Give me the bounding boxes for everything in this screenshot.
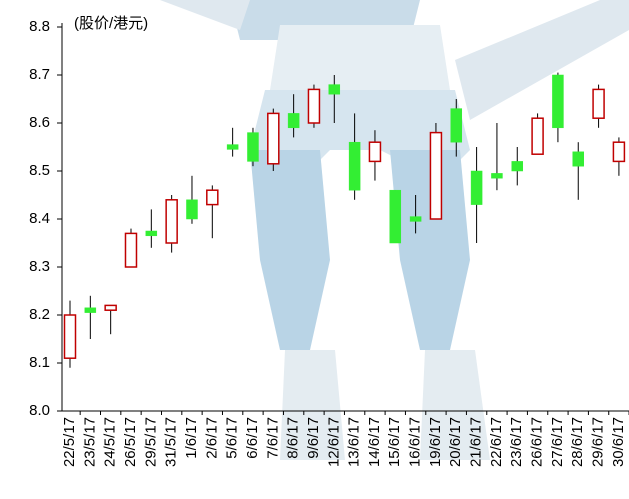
candle-body xyxy=(307,88,321,124)
candle-body xyxy=(511,161,524,172)
x-tick-label: 26/6/17 xyxy=(529,417,546,467)
candle-body xyxy=(267,112,280,165)
candle-body xyxy=(247,132,259,162)
x-tick-label: 9/6/17 xyxy=(305,417,322,459)
y-tick-label: 8.8 xyxy=(29,18,50,35)
x-tick-label: 15/6/17 xyxy=(386,417,403,467)
x-tick-label: 1/6/17 xyxy=(183,417,200,459)
x-tick-label: 7/6/17 xyxy=(264,417,281,459)
x-tick-label: 2/6/17 xyxy=(203,417,220,459)
candle-body xyxy=(389,189,402,244)
candle-body xyxy=(368,141,382,163)
x-tick-label: 13/6/17 xyxy=(346,417,363,467)
x-tick-label: 30/6/17 xyxy=(610,417,627,467)
candle-body xyxy=(409,216,422,222)
candle-body xyxy=(450,108,463,143)
candle-body xyxy=(470,170,483,205)
candle-body xyxy=(572,151,584,167)
x-tick-label: 12/6/17 xyxy=(325,417,342,467)
x-tick-label: 21/6/17 xyxy=(468,417,485,467)
candle-body xyxy=(206,189,219,206)
candle-body xyxy=(531,117,544,155)
y-tick-label: 8.3 xyxy=(29,258,50,275)
y-tick-label: 8.7 xyxy=(29,66,50,83)
candle-body xyxy=(287,113,300,129)
candle-body xyxy=(552,74,564,129)
x-tick-label: 26/5/17 xyxy=(122,417,139,467)
x-tick-label: 19/6/17 xyxy=(427,417,444,467)
x-tick-label: 5/6/17 xyxy=(224,417,241,459)
candle-body xyxy=(491,173,503,179)
x-tick-label: 6/6/17 xyxy=(244,417,261,459)
x-tick-label: 24/5/17 xyxy=(102,417,119,467)
candle-body xyxy=(226,144,239,150)
x-tick-label: 23/5/17 xyxy=(81,417,98,467)
candle-body xyxy=(612,141,626,163)
x-tick-label: 16/6/17 xyxy=(407,417,424,467)
x-tick-label: 20/6/17 xyxy=(447,417,464,467)
candle-body xyxy=(124,232,138,268)
x-tick-label: 22/5/17 xyxy=(61,417,78,467)
candle-body xyxy=(165,199,178,244)
background-figure xyxy=(160,0,629,460)
y-tick-label: 8.2 xyxy=(29,306,50,323)
candle-body xyxy=(348,141,361,191)
x-tick-label: 23/6/17 xyxy=(508,417,525,467)
y-tick-label: 8.4 xyxy=(29,210,50,227)
candle-body xyxy=(145,230,158,237)
x-tick-label: 29/6/17 xyxy=(590,417,607,467)
y-tick-label: 8.5 xyxy=(29,162,50,179)
y-tick-label: 8.1 xyxy=(29,354,50,371)
x-tick-label: 28/6/17 xyxy=(569,417,586,467)
x-tick-label: 8/6/17 xyxy=(285,417,302,459)
candle-body xyxy=(592,88,605,119)
candle-body xyxy=(186,199,198,220)
x-tick-label: 31/5/17 xyxy=(163,417,180,467)
candle-body xyxy=(104,304,117,311)
x-tick-label: 14/6/17 xyxy=(366,417,383,467)
x-tick-label: 29/5/17 xyxy=(142,417,159,467)
candle-body xyxy=(84,307,97,313)
x-tick-label: 27/6/17 xyxy=(549,417,566,467)
y-tick-label: 8.6 xyxy=(29,114,50,131)
y-axis-label: (股价/港元) xyxy=(74,15,148,32)
candle-body xyxy=(429,131,443,220)
candle-body xyxy=(328,84,341,95)
candle-body xyxy=(63,314,77,359)
y-tick-label: 8.0 xyxy=(29,402,50,419)
x-tick-label: 22/6/17 xyxy=(488,417,505,467)
